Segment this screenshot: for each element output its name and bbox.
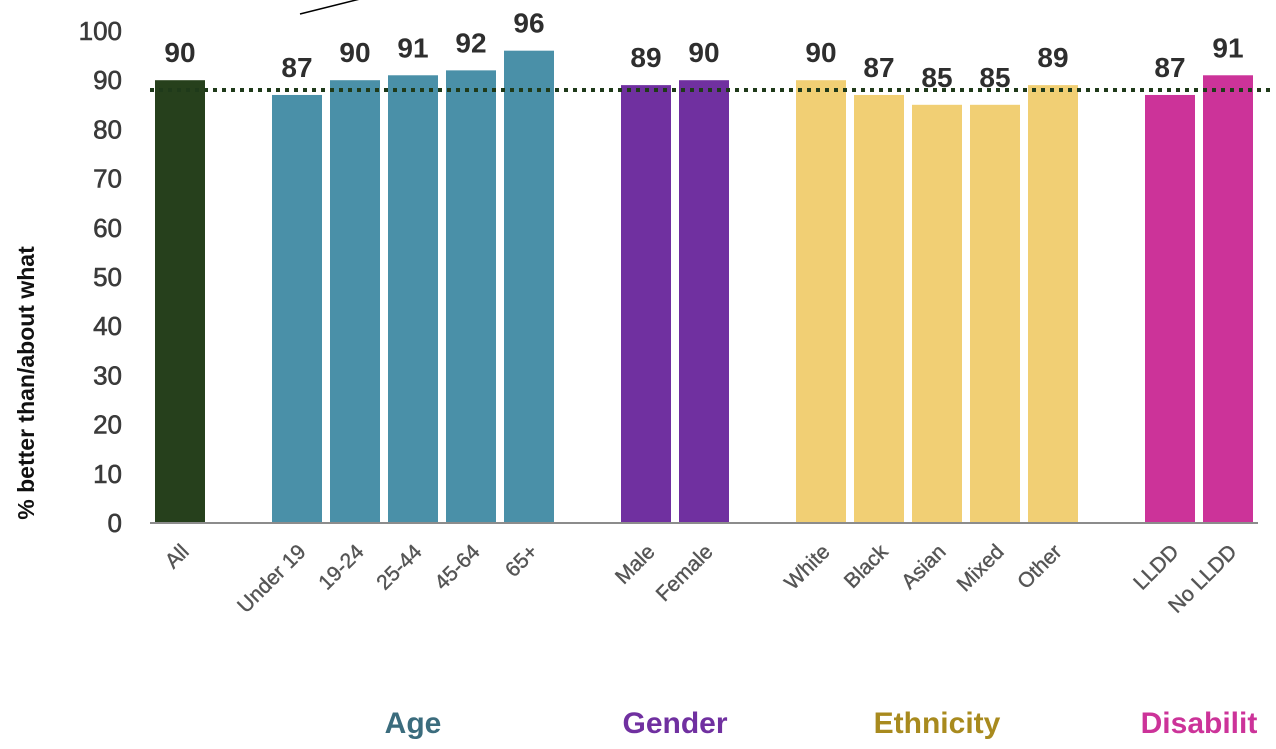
bar-under-19 bbox=[272, 94, 322, 524]
group-label-ethnicity: Ethnicity bbox=[874, 707, 1001, 740]
value-label: 85 bbox=[921, 62, 952, 93]
x-tick-label: Male bbox=[611, 540, 659, 588]
annotation-line bbox=[299, 0, 360, 15]
value-label: 91 bbox=[397, 32, 428, 63]
bar-white bbox=[796, 80, 846, 523]
bar-male bbox=[621, 85, 671, 524]
value-labels: 90 87 90 91 92 96 89 90 90 87 85 85 89 87 91 bbox=[164, 8, 1243, 93]
y-tick-label: 80 bbox=[93, 114, 122, 144]
group-label-age: Age bbox=[385, 707, 442, 740]
bar-no-lldd bbox=[1203, 75, 1253, 523]
y-tick-label: 30 bbox=[93, 360, 122, 390]
x-tick-label: All bbox=[161, 540, 194, 573]
x-tick-label: 25-44 bbox=[372, 540, 426, 594]
x-tick-label: Black bbox=[840, 540, 893, 593]
bar-other bbox=[1028, 85, 1078, 524]
value-label: 89 bbox=[630, 42, 661, 73]
y-axis: 0 10 20 30 40 50 60 70 80 90 100 bbox=[78, 16, 122, 539]
y-tick-label: 0 bbox=[108, 508, 122, 538]
value-label: 89 bbox=[1037, 42, 1068, 73]
x-tick-label: Under 19 bbox=[233, 540, 310, 617]
bar-25-44 bbox=[388, 75, 438, 523]
bars bbox=[155, 50, 1253, 524]
value-label: 90 bbox=[339, 37, 370, 68]
group-label-gender: Gender bbox=[622, 707, 727, 740]
y-tick-label: 100 bbox=[79, 16, 122, 46]
value-label: 90 bbox=[805, 37, 836, 68]
bar-female bbox=[679, 80, 729, 523]
x-tick-label: Mixed bbox=[953, 540, 1009, 596]
y-tick-label: 70 bbox=[93, 164, 122, 194]
x-tick-label: Female bbox=[652, 540, 718, 606]
value-label: 96 bbox=[513, 8, 544, 39]
x-tick-label: 19-24 bbox=[314, 540, 368, 594]
y-tick-label: 90 bbox=[93, 65, 122, 95]
bar-45-64 bbox=[446, 70, 496, 524]
y-tick-label: 40 bbox=[93, 311, 122, 341]
group-label-disabilit: Disabilit bbox=[1141, 707, 1258, 740]
bar-65- bbox=[504, 50, 554, 524]
y-axis-label: % better than/about what bbox=[13, 246, 39, 520]
x-tick-label: Asian bbox=[897, 540, 950, 593]
x-tick-label: 65+ bbox=[501, 540, 542, 581]
bar-lldd bbox=[1145, 94, 1195, 524]
value-label: 92 bbox=[455, 27, 486, 58]
value-label: 87 bbox=[1154, 52, 1185, 83]
bar-black bbox=[854, 94, 904, 524]
value-label: 87 bbox=[281, 52, 312, 83]
value-label: 90 bbox=[688, 37, 719, 68]
decoration-layer bbox=[299, 0, 360, 15]
group-labels: Age Gender Ethnicity Disabilit bbox=[385, 707, 1258, 740]
y-tick-label: 60 bbox=[93, 213, 122, 243]
y-tick-label: 10 bbox=[93, 459, 122, 489]
bar-19-24 bbox=[330, 80, 380, 523]
x-tick-label: Other bbox=[1013, 540, 1066, 593]
y-tick-label: 50 bbox=[93, 262, 122, 292]
value-label: 87 bbox=[863, 52, 894, 83]
value-label: 85 bbox=[979, 62, 1010, 93]
y-tick-label: 20 bbox=[93, 410, 122, 440]
x-tick-label: White bbox=[780, 540, 834, 594]
bar-asian bbox=[912, 104, 962, 524]
bar-all bbox=[155, 80, 205, 523]
x-tick-label: 45-64 bbox=[430, 540, 484, 594]
bar-mixed bbox=[970, 104, 1020, 524]
value-label: 90 bbox=[164, 37, 195, 68]
value-label: 91 bbox=[1212, 32, 1243, 63]
x-tick-label: LLDD bbox=[1129, 540, 1183, 594]
